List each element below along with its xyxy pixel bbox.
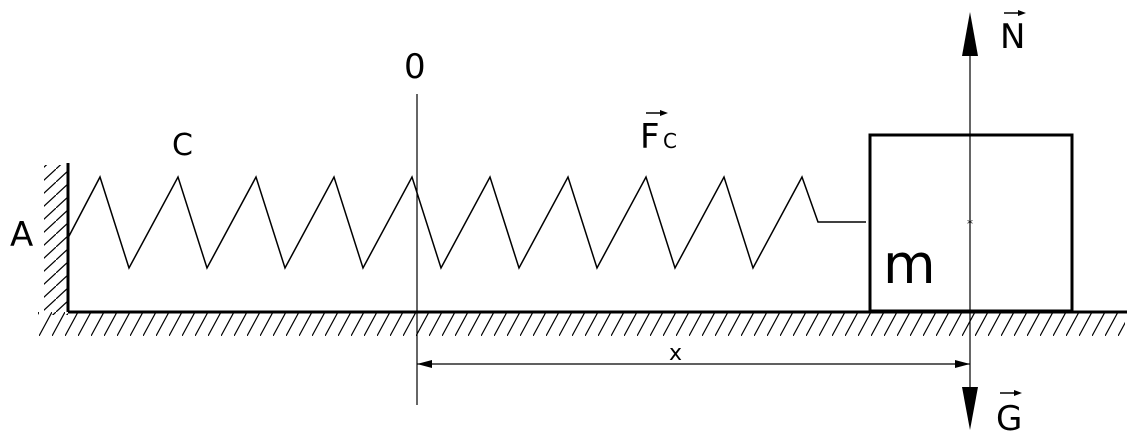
floor-hatching bbox=[38, 312, 1125, 336]
spring-zigzag bbox=[67, 175, 866, 270]
svg-text:C: C bbox=[663, 129, 677, 153]
normal-force-label: N bbox=[1000, 10, 1026, 57]
spring-label: C bbox=[172, 128, 193, 163]
origin-label: 0 bbox=[404, 47, 426, 87]
spring-force-vector-arrowhead bbox=[660, 110, 668, 116]
normal-force-arrowhead bbox=[962, 12, 978, 56]
svg-text:F: F bbox=[640, 117, 660, 157]
mass-label: m bbox=[883, 233, 936, 296]
mass-block bbox=[868, 133, 1074, 313]
gravity-vector-arrowhead bbox=[1014, 390, 1022, 396]
gravity-label: G bbox=[996, 390, 1022, 432]
displacement-label: x bbox=[669, 341, 682, 366]
displacement-arrow-right bbox=[955, 360, 970, 368]
displacement-arrow-left bbox=[417, 360, 432, 368]
gravity-arrowhead bbox=[962, 387, 978, 430]
normal-force-vector-arrowhead bbox=[1018, 10, 1026, 16]
svg-text:G: G bbox=[996, 399, 1022, 432]
spring-force-label: F C bbox=[640, 110, 677, 157]
wall-hatching bbox=[44, 165, 68, 315]
wall-label: A bbox=[10, 215, 33, 255]
svg-text:N: N bbox=[1000, 17, 1025, 57]
